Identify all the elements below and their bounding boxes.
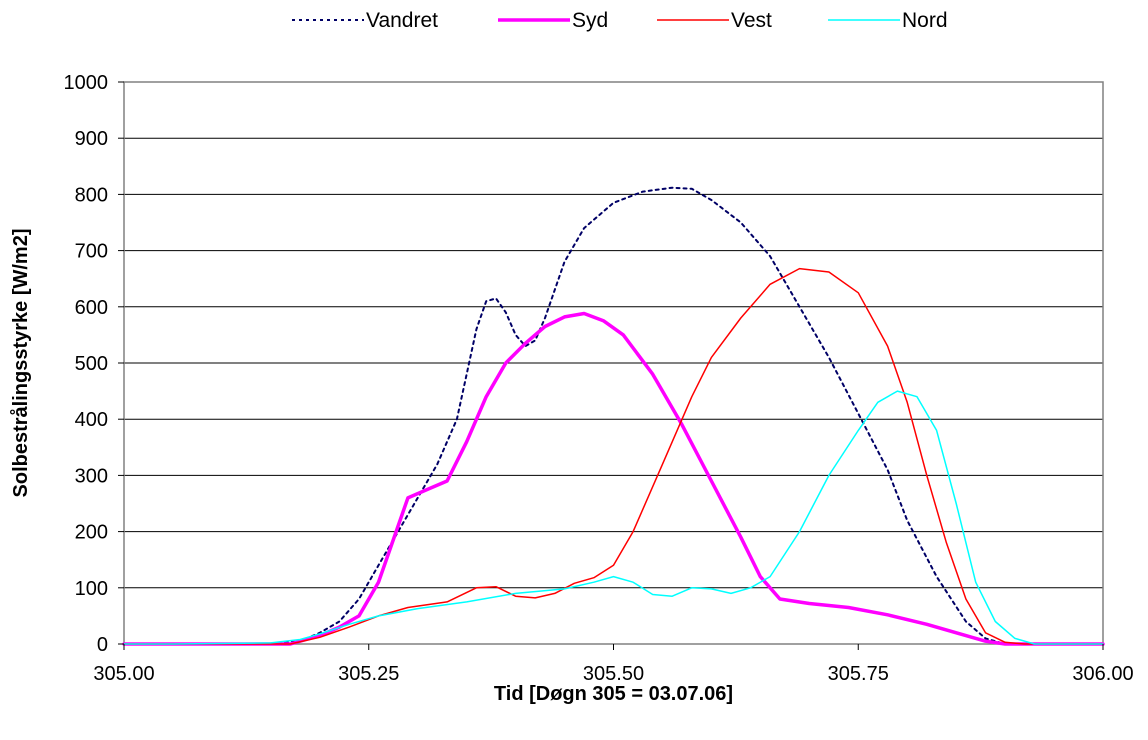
legend-label-nord: Nord bbox=[902, 9, 948, 32]
series-line-vest bbox=[123, 267, 1104, 645]
x-tick-label: 306.00 bbox=[1072, 663, 1133, 685]
y-tick-label: 700 bbox=[75, 241, 108, 263]
y-tick-label: 1000 bbox=[64, 72, 109, 94]
series-line-syd bbox=[122, 311, 1105, 646]
legend-label-vest: Vest bbox=[731, 9, 772, 32]
x-tick-label: 305.75 bbox=[828, 663, 889, 685]
series-layer bbox=[122, 186, 1105, 646]
y-tick-label: 100 bbox=[75, 578, 108, 600]
series-line-nord bbox=[123, 390, 1104, 645]
y-tick-label: 400 bbox=[75, 409, 108, 431]
y-axis-title: Solbestrålingsstyrke [W/m2] bbox=[9, 229, 32, 498]
y-tick-label: 200 bbox=[75, 522, 108, 544]
y-tick-label: 500 bbox=[75, 353, 108, 375]
y-axis-ticks: 0 100 200 300 400 500 600 700 800 900 1000 bbox=[64, 72, 124, 656]
y-tick-label: 300 bbox=[75, 465, 108, 487]
x-tick-label: 305.50 bbox=[583, 663, 644, 685]
x-tick-label: 305.00 bbox=[93, 663, 154, 685]
legend-label-vandret: Vandret bbox=[366, 9, 438, 32]
series-line-vandret bbox=[123, 186, 1104, 645]
x-axis-title: Tid [Døgn 305 = 03.07.06] bbox=[494, 683, 733, 705]
y-tick-label: 0 bbox=[97, 634, 108, 656]
x-axis-ticks: 305.00 305.25 305.50 305.75 306.00 bbox=[93, 644, 1134, 685]
y-tick-label: 900 bbox=[75, 128, 108, 150]
x-tick-label: 305.25 bbox=[338, 663, 399, 685]
y-tick-label: 800 bbox=[75, 184, 108, 206]
legend: Vandret Syd Vest Nord bbox=[292, 9, 948, 32]
grid bbox=[124, 81, 1103, 589]
legend-label-syd: Syd bbox=[572, 9, 608, 32]
y-tick-label: 600 bbox=[75, 297, 108, 319]
